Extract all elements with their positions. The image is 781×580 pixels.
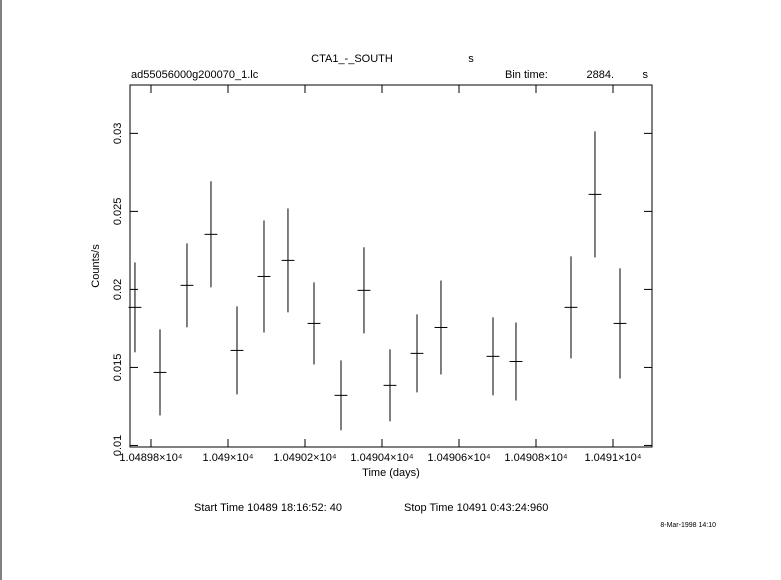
bin-time: 2884. (586, 69, 614, 81)
y-tick-label: 0.02 (112, 279, 124, 300)
x-tick-label: 1.0491×10⁴ (584, 452, 641, 464)
y-tick-label: 0.025 (112, 198, 124, 226)
y-tick-label: 0.01 (112, 435, 124, 456)
title-unit: s (468, 53, 474, 65)
x-tick-label: 1.04902×10⁴ (273, 452, 336, 464)
x-tick-label: 1.049×10⁴ (203, 452, 254, 464)
y-axis-label: Counts/s (90, 244, 102, 288)
bin-time-unit: s (643, 69, 649, 81)
file-name: ad55056000g200070_1.lc (131, 69, 259, 81)
start-time: Start Time 10489 18:16:52: 40 (194, 502, 342, 514)
x-tick-label: 1.04904×10⁴ (350, 452, 413, 464)
plot-frame (129, 84, 653, 448)
y-tick-label: 0.015 (112, 354, 124, 382)
stop-time: Stop Time 10491 0:43:24:960 (404, 502, 548, 514)
bin-time-label: Bin time: (505, 69, 548, 81)
x-axis-label: Time (days) (362, 467, 420, 479)
x-tick-label: 1.04898×10⁴ (119, 452, 182, 464)
x-tick-label: 1.04906×10⁴ (427, 452, 490, 464)
chart-title: CTA1_-_SOUTH (311, 53, 393, 65)
x-tick-label: 1.04908×10⁴ (504, 452, 567, 464)
y-tick-label: 0.03 (112, 123, 124, 144)
timestamp: 8-Mar-1998 14:10 (660, 522, 716, 529)
